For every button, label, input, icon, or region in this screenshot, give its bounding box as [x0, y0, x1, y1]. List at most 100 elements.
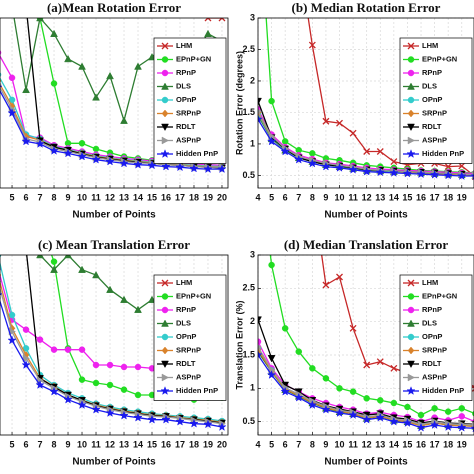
x-tick-label: 20	[217, 439, 227, 449]
marker	[376, 358, 384, 366]
x-tick-label: 6	[283, 439, 288, 449]
marker	[64, 255, 72, 259]
marker	[281, 138, 289, 145]
marker	[160, 149, 170, 159]
legend-label: RDLT	[176, 122, 196, 131]
marker	[294, 154, 304, 164]
x-tick-label: 10	[335, 439, 345, 449]
marker	[280, 386, 290, 396]
y-tick-label: 2.5	[242, 44, 255, 54]
marker	[63, 148, 73, 158]
x-tick-label: 9	[323, 192, 328, 202]
legend-label: Hidden PnP	[422, 149, 464, 158]
marker	[322, 117, 330, 125]
marker	[161, 82, 169, 90]
x-tick-label: 9	[323, 439, 328, 449]
x-tick-label: 18	[443, 192, 453, 202]
marker	[147, 414, 157, 424]
marker	[349, 324, 357, 332]
marker	[161, 56, 169, 63]
marker	[407, 333, 415, 341]
chart-title: (b) Median Rotation Error	[292, 0, 441, 15]
legend-label: DLS	[176, 81, 191, 90]
y-tick-label: 3	[250, 12, 255, 22]
legend-label: SRPnP	[422, 108, 447, 117]
marker	[22, 85, 30, 94]
chart-title: (a)Mean Rotation Error	[47, 0, 181, 15]
x-tick-label: 15	[402, 439, 412, 449]
legend-label: RPnP	[176, 305, 196, 314]
x-axis-label: Number of Points	[72, 457, 156, 468]
legend-label: LHM	[176, 41, 192, 50]
marker	[8, 311, 16, 319]
marker	[36, 255, 44, 259]
marker	[407, 96, 415, 104]
marker	[217, 164, 227, 174]
marker	[363, 148, 371, 155]
marker	[161, 96, 169, 104]
marker	[120, 116, 128, 124]
marker	[92, 270, 100, 279]
marker	[407, 306, 415, 314]
legend-label: OPnP	[422, 95, 442, 104]
y-tick-label: 3	[250, 249, 255, 259]
marker	[309, 150, 316, 157]
marker	[161, 360, 169, 369]
x-tick-label: 14	[133, 439, 143, 449]
marker	[49, 145, 59, 155]
x-tick-label: 6	[24, 439, 29, 449]
x-tick-label: 13	[119, 439, 129, 449]
marker	[407, 373, 416, 382]
marker	[309, 365, 316, 372]
x-tick-label: 17	[175, 439, 185, 449]
marker	[161, 109, 169, 118]
x-tick-label: 15	[147, 192, 157, 202]
marker	[322, 375, 330, 382]
marker	[334, 162, 345, 172]
marker	[35, 380, 45, 390]
y-tick-label: 2	[250, 316, 255, 326]
plot-area	[258, 255, 474, 433]
marker	[134, 305, 142, 313]
marker	[322, 281, 330, 289]
marker	[458, 405, 466, 412]
legend-label: DLS	[422, 318, 437, 327]
x-tick-label: 18	[443, 439, 453, 449]
marker	[375, 167, 385, 177]
legend-label: EPnP+GN	[176, 291, 211, 300]
marker	[161, 333, 169, 341]
marker	[161, 69, 169, 77]
marker	[175, 416, 185, 426]
marker	[22, 326, 30, 333]
marker	[92, 361, 100, 369]
marker	[258, 97, 262, 106]
x-tick-label: 14	[389, 439, 399, 449]
legend-label: SRPnP	[176, 345, 201, 354]
marker	[218, 18, 226, 22]
x-tick-label: 13	[375, 439, 385, 449]
axes-frame	[0, 254, 229, 436]
y-tick-label: 1.5	[242, 349, 255, 359]
x-tick-label: 11	[348, 439, 358, 449]
marker	[429, 169, 440, 179]
marker	[377, 397, 384, 404]
x-tick-label: 12	[362, 192, 372, 202]
x-tick-label: 12	[105, 439, 115, 449]
marker	[35, 138, 45, 148]
marker	[120, 363, 128, 371]
marker	[429, 420, 440, 430]
marker	[402, 418, 413, 428]
marker	[258, 350, 263, 360]
legend-label: DLS	[176, 318, 191, 327]
legend-label: SRPnP	[176, 108, 201, 117]
marker	[407, 360, 415, 369]
x-tick-label: 11	[91, 439, 101, 449]
x-tick-label: 13	[119, 192, 129, 202]
legend-label: EPnP+GN	[422, 54, 457, 63]
marker	[361, 166, 372, 176]
marker	[361, 414, 372, 424]
x-tick-label: 16	[161, 192, 171, 202]
marker	[161, 414, 171, 424]
x-tick-label: 10	[77, 439, 87, 449]
